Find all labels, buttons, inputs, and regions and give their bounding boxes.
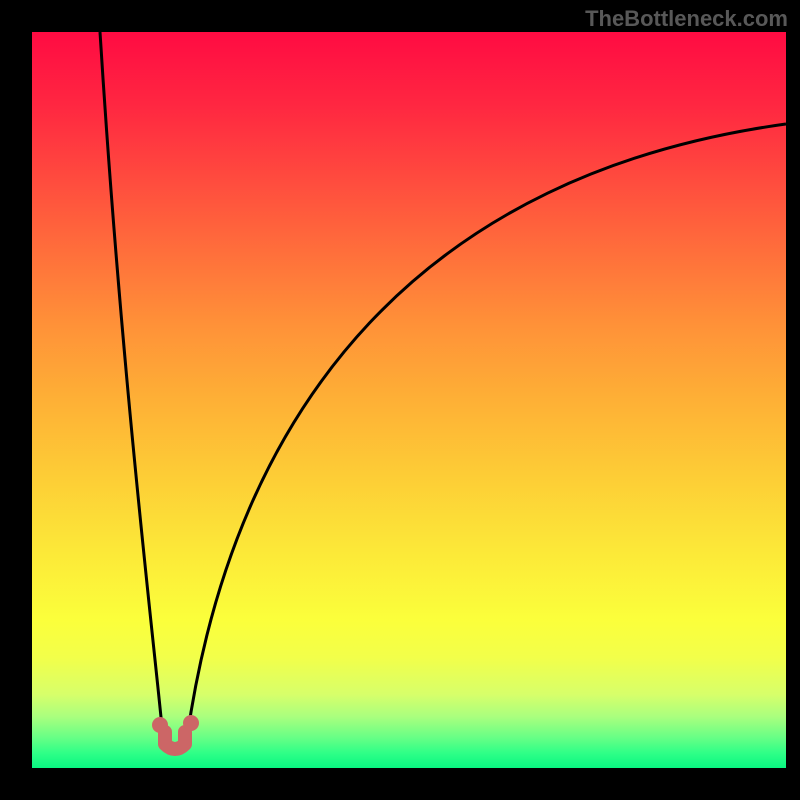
marker-dot — [183, 715, 199, 731]
marker-dot — [152, 717, 168, 733]
plot-area — [32, 32, 786, 768]
chart-container: TheBottleneck.com — [0, 0, 800, 800]
attribution-text: TheBottleneck.com — [585, 6, 788, 32]
bottleneck-curve — [32, 32, 786, 768]
